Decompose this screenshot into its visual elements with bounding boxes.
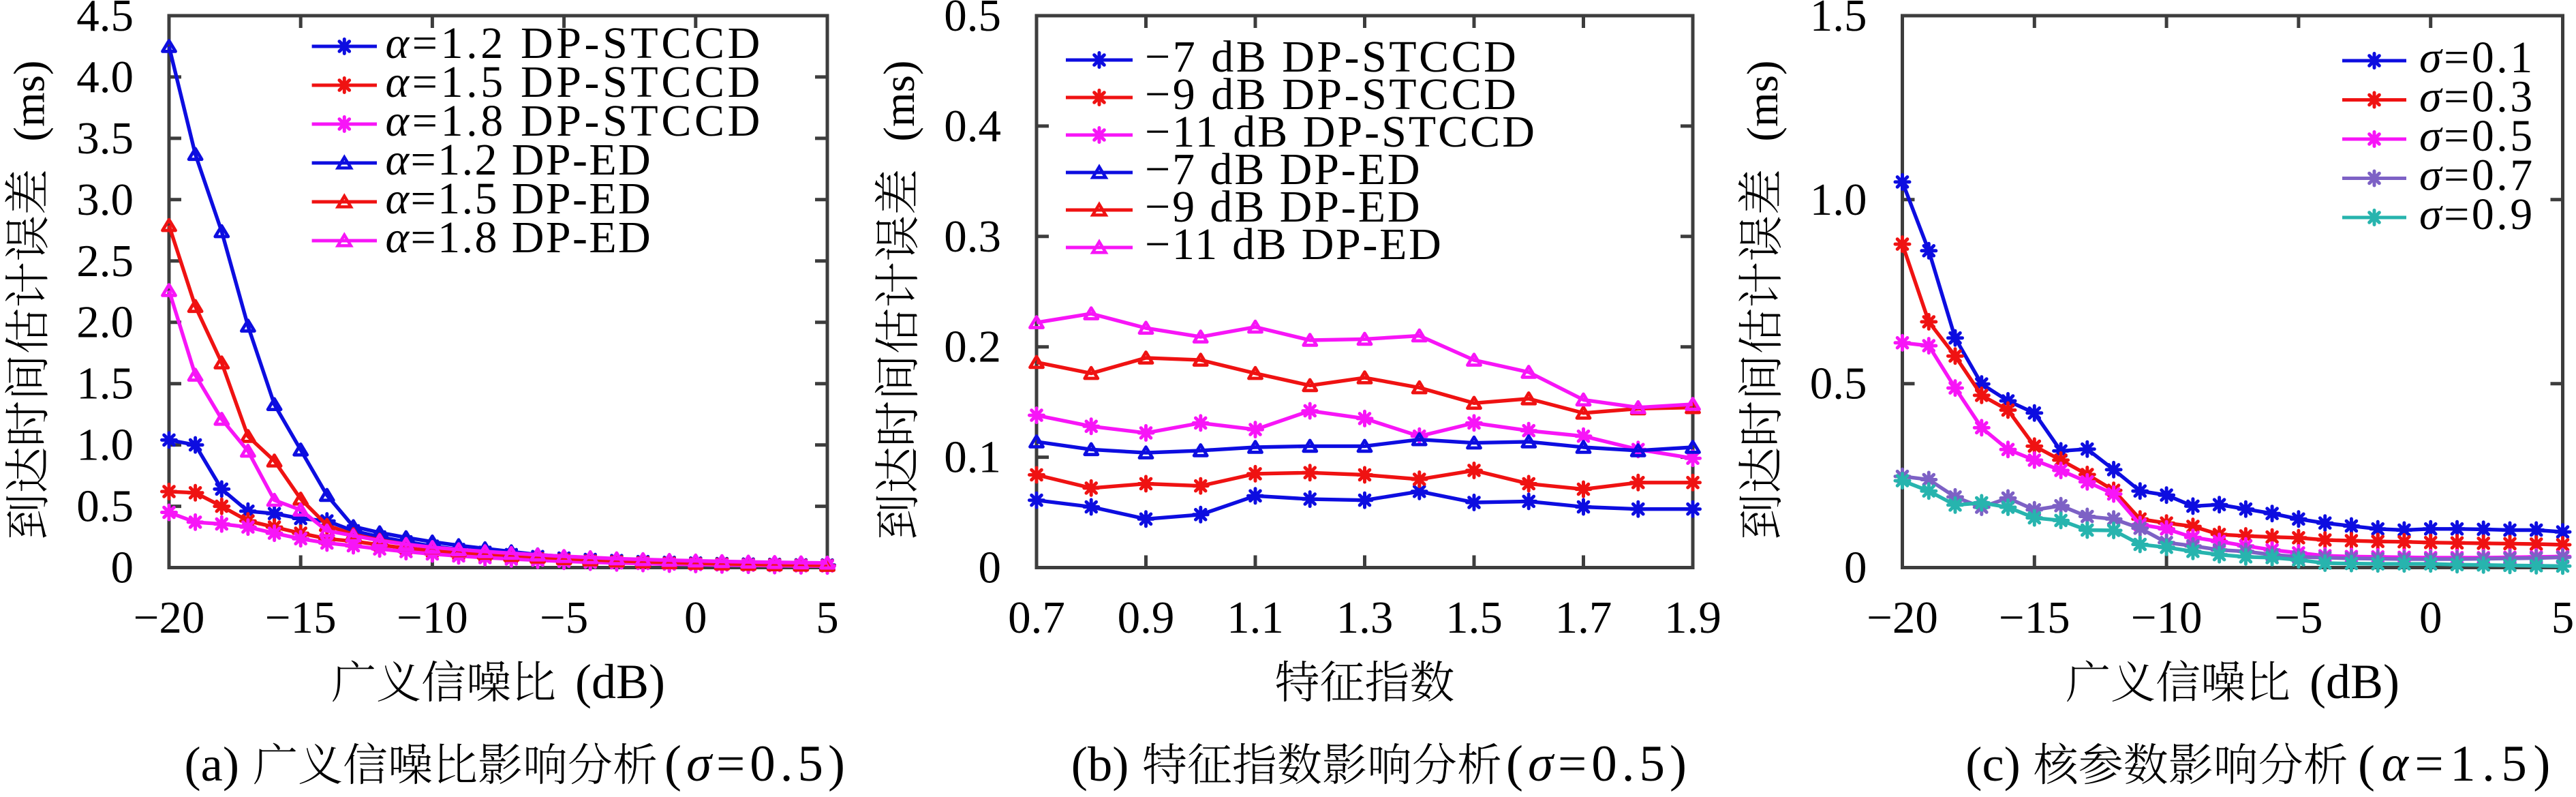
svg-text:α=1.2 DP-STCCD: α=1.2 DP-STCCD [386,18,763,68]
svg-text:1.0: 1.0 [76,420,134,470]
svg-text:1.0: 1.0 [1810,175,1867,225]
svg-text:−7 dB DP-STCCD: −7 dB DP-STCCD [1145,32,1518,82]
svg-text:−7 dB DP-ED: −7 dB DP-ED [1145,145,1422,194]
svg-text:−9 dB DP-STCCD: −9 dB DP-STCCD [1145,70,1518,119]
svg-text:−10: −10 [2131,592,2203,643]
svg-text:(a): (a) [185,736,239,792]
svg-text:(α=1.5): (α=1.5) [2358,736,2557,792]
svg-text:1.5: 1.5 [1445,592,1503,643]
svg-text:0: 0 [1844,543,1867,593]
svg-text:α=1.8 DP-ED: α=1.8 DP-ED [386,213,653,262]
svg-text:−15: −15 [265,592,337,643]
svg-text:1.3: 1.3 [1336,592,1394,643]
svg-text:3.0: 3.0 [76,175,134,225]
svg-text:0.9: 0.9 [1118,592,1175,643]
svg-text:5: 5 [2551,592,2575,643]
svg-text:−5: −5 [2274,592,2322,643]
svg-text:−11 dB DP-ED: −11 dB DP-ED [1145,220,1443,269]
svg-text:0.5: 0.5 [944,0,1001,41]
svg-text:1.7: 1.7 [1555,592,1612,643]
svg-text:(dB): (dB) [2310,655,2399,709]
svg-text:(dB): (dB) [575,655,665,709]
svg-text:1.9: 1.9 [1664,592,1721,643]
svg-text:−20: −20 [1867,592,1938,643]
svg-text:0.3: 0.3 [944,211,1001,262]
svg-text:σ=0.3: σ=0.3 [2419,72,2535,122]
svg-text:σ=0.7: σ=0.7 [2419,151,2535,200]
svg-text:0.4: 0.4 [944,101,1001,151]
svg-text:0.1: 0.1 [944,432,1001,483]
svg-text:0.5: 0.5 [1810,359,1867,409]
svg-text:σ=0.9: σ=0.9 [2419,190,2535,239]
svg-text:α=1.5 DP-STCCD: α=1.5 DP-STCCD [386,57,763,107]
svg-text:4.5: 4.5 [76,0,134,41]
svg-text:(σ=0.5): (σ=0.5) [1506,736,1691,792]
svg-text:5: 5 [816,592,839,643]
svg-text:α=1.8 DP-STCCD: α=1.8 DP-STCCD [386,96,763,146]
svg-text:α=1.5 DP-ED: α=1.5 DP-ED [386,174,653,224]
svg-text:0: 0 [111,543,134,593]
svg-text:2.5: 2.5 [76,236,134,286]
svg-text:(c): (c) [1965,736,2020,792]
svg-text:−20: −20 [134,592,205,643]
svg-text:2.0: 2.0 [76,297,134,348]
svg-text:1.1: 1.1 [1227,592,1284,643]
svg-text:4.0: 4.0 [76,52,134,102]
svg-text:−9 dB DP-ED: −9 dB DP-ED [1145,182,1422,232]
svg-text:(ms): (ms) [5,60,55,141]
svg-text:σ=0.5: σ=0.5 [2419,111,2535,161]
svg-text:(b): (b) [1071,736,1129,792]
svg-text:0: 0 [979,543,1002,593]
svg-text:0.2: 0.2 [944,322,1001,372]
svg-text:−15: −15 [1999,592,2070,643]
svg-text:3.5: 3.5 [76,113,134,164]
svg-text:α=1.2 DP-ED: α=1.2 DP-ED [386,135,653,185]
svg-text:0.5: 0.5 [76,481,134,532]
svg-text:−11 dB DP-STCCD: −11 dB DP-STCCD [1145,107,1537,157]
svg-text:(ms): (ms) [1738,60,1788,141]
svg-text:1.5: 1.5 [76,359,134,409]
svg-text:0.7: 0.7 [1008,592,1065,643]
svg-text:−10: −10 [397,592,468,643]
svg-text:σ=0.1: σ=0.1 [2419,33,2535,82]
svg-text:0: 0 [2419,592,2442,643]
svg-text:0: 0 [684,592,707,643]
svg-text:−5: −5 [540,592,588,643]
svg-text:(σ=0.5): (σ=0.5) [664,736,850,792]
svg-text:(ms): (ms) [875,60,924,141]
svg-text:1.5: 1.5 [1810,0,1867,41]
